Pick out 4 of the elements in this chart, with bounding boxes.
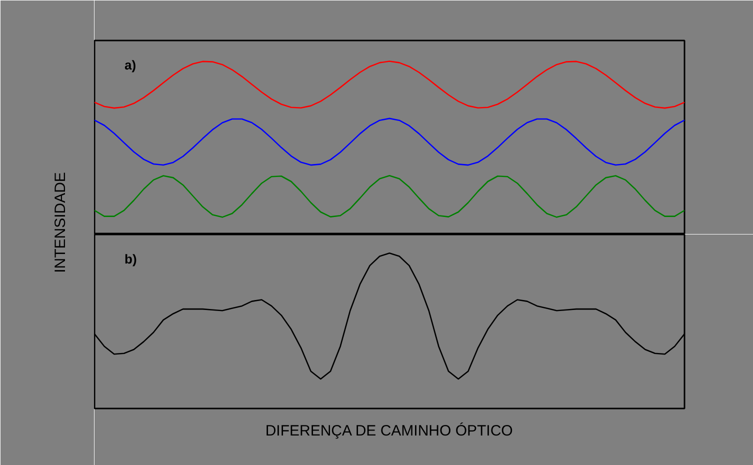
annotation: b) [124,252,137,266]
x-axis-title: DIFERENÇA DE CAMINHO ÓPTICO [265,422,513,440]
y-axis-title: INTENSIDADE [52,172,69,273]
annotation: a) [124,58,136,72]
